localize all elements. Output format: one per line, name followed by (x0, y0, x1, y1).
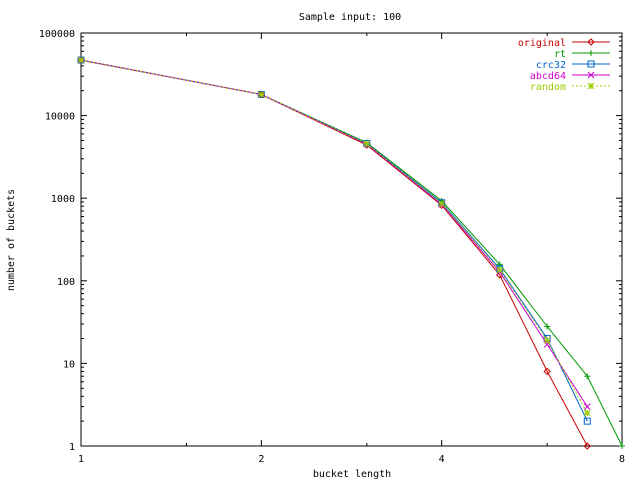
legend-label-abcd64: abcd64 (530, 71, 566, 82)
plot-area (80, 32, 623, 447)
y-tick-label: 10000 (45, 112, 75, 123)
series-rt (78, 57, 625, 449)
legend-label-original: original (518, 38, 566, 49)
data-point-rt (584, 373, 591, 380)
series-line-rt (80, 59, 623, 447)
series-line-abcd64 (80, 59, 588, 407)
data-point-rt (496, 261, 503, 268)
data-point-original (543, 367, 551, 376)
series-random (77, 56, 591, 417)
data-point-random (77, 56, 85, 64)
data-point-crc32 (583, 417, 591, 425)
data-point-abcd64 (583, 403, 591, 410)
data-point-rt (544, 323, 551, 330)
series-line-crc32 (80, 59, 588, 422)
legend-entry-abcd64: abcd64 (530, 71, 610, 82)
legend-entry-original: original (518, 38, 610, 49)
legend-marker-crc32 (587, 60, 595, 68)
data-point-random (363, 140, 371, 148)
data-point-random (583, 409, 591, 417)
series-crc32 (77, 56, 591, 425)
y-tick-label: 1 (69, 442, 75, 453)
y-tick-label: 10 (63, 359, 75, 370)
legend-entry-rt: rt (554, 49, 610, 60)
data-point-random (543, 337, 551, 344)
legend-marker-random (587, 82, 595, 90)
series-abcd64 (77, 56, 591, 410)
legend-marker-original (587, 38, 595, 46)
series-original (77, 56, 591, 450)
x-axis-label: bucket length (313, 469, 391, 480)
chart-title: Sample input: 100 (299, 12, 401, 23)
series-layer (77, 56, 625, 450)
data-point-random (438, 200, 446, 207)
data-point-random (257, 91, 265, 98)
data-point-original (583, 442, 591, 450)
x-tick-label: 2 (258, 454, 264, 465)
series-line-random (80, 59, 588, 414)
series-line-original (80, 59, 588, 447)
data-point-random (496, 266, 504, 274)
x-tick-label: 8 (619, 454, 625, 465)
x-tick-label: 1 (78, 454, 84, 465)
y-tick-label: 1000 (51, 194, 75, 205)
y-tick-label: 100 (57, 277, 75, 288)
axis-ticks: 1 10 100 1000 10000 100000 1 2 4 8 (39, 29, 625, 465)
x-tick-label: 4 (439, 454, 445, 465)
y-axis-label: number of buckets (6, 189, 17, 291)
legend-label-rt: rt (554, 49, 566, 60)
legend-marker-rt (588, 50, 594, 56)
legend-entry-crc32: crc32 (536, 60, 610, 71)
data-point-rt (619, 443, 625, 449)
legend-marker-abcd64 (587, 71, 595, 79)
legend-entry-random: random (530, 82, 610, 93)
legend-label-random: random (530, 82, 566, 93)
y-tick-label: 100000 (39, 29, 75, 40)
legend-label-crc32: crc32 (536, 60, 566, 71)
